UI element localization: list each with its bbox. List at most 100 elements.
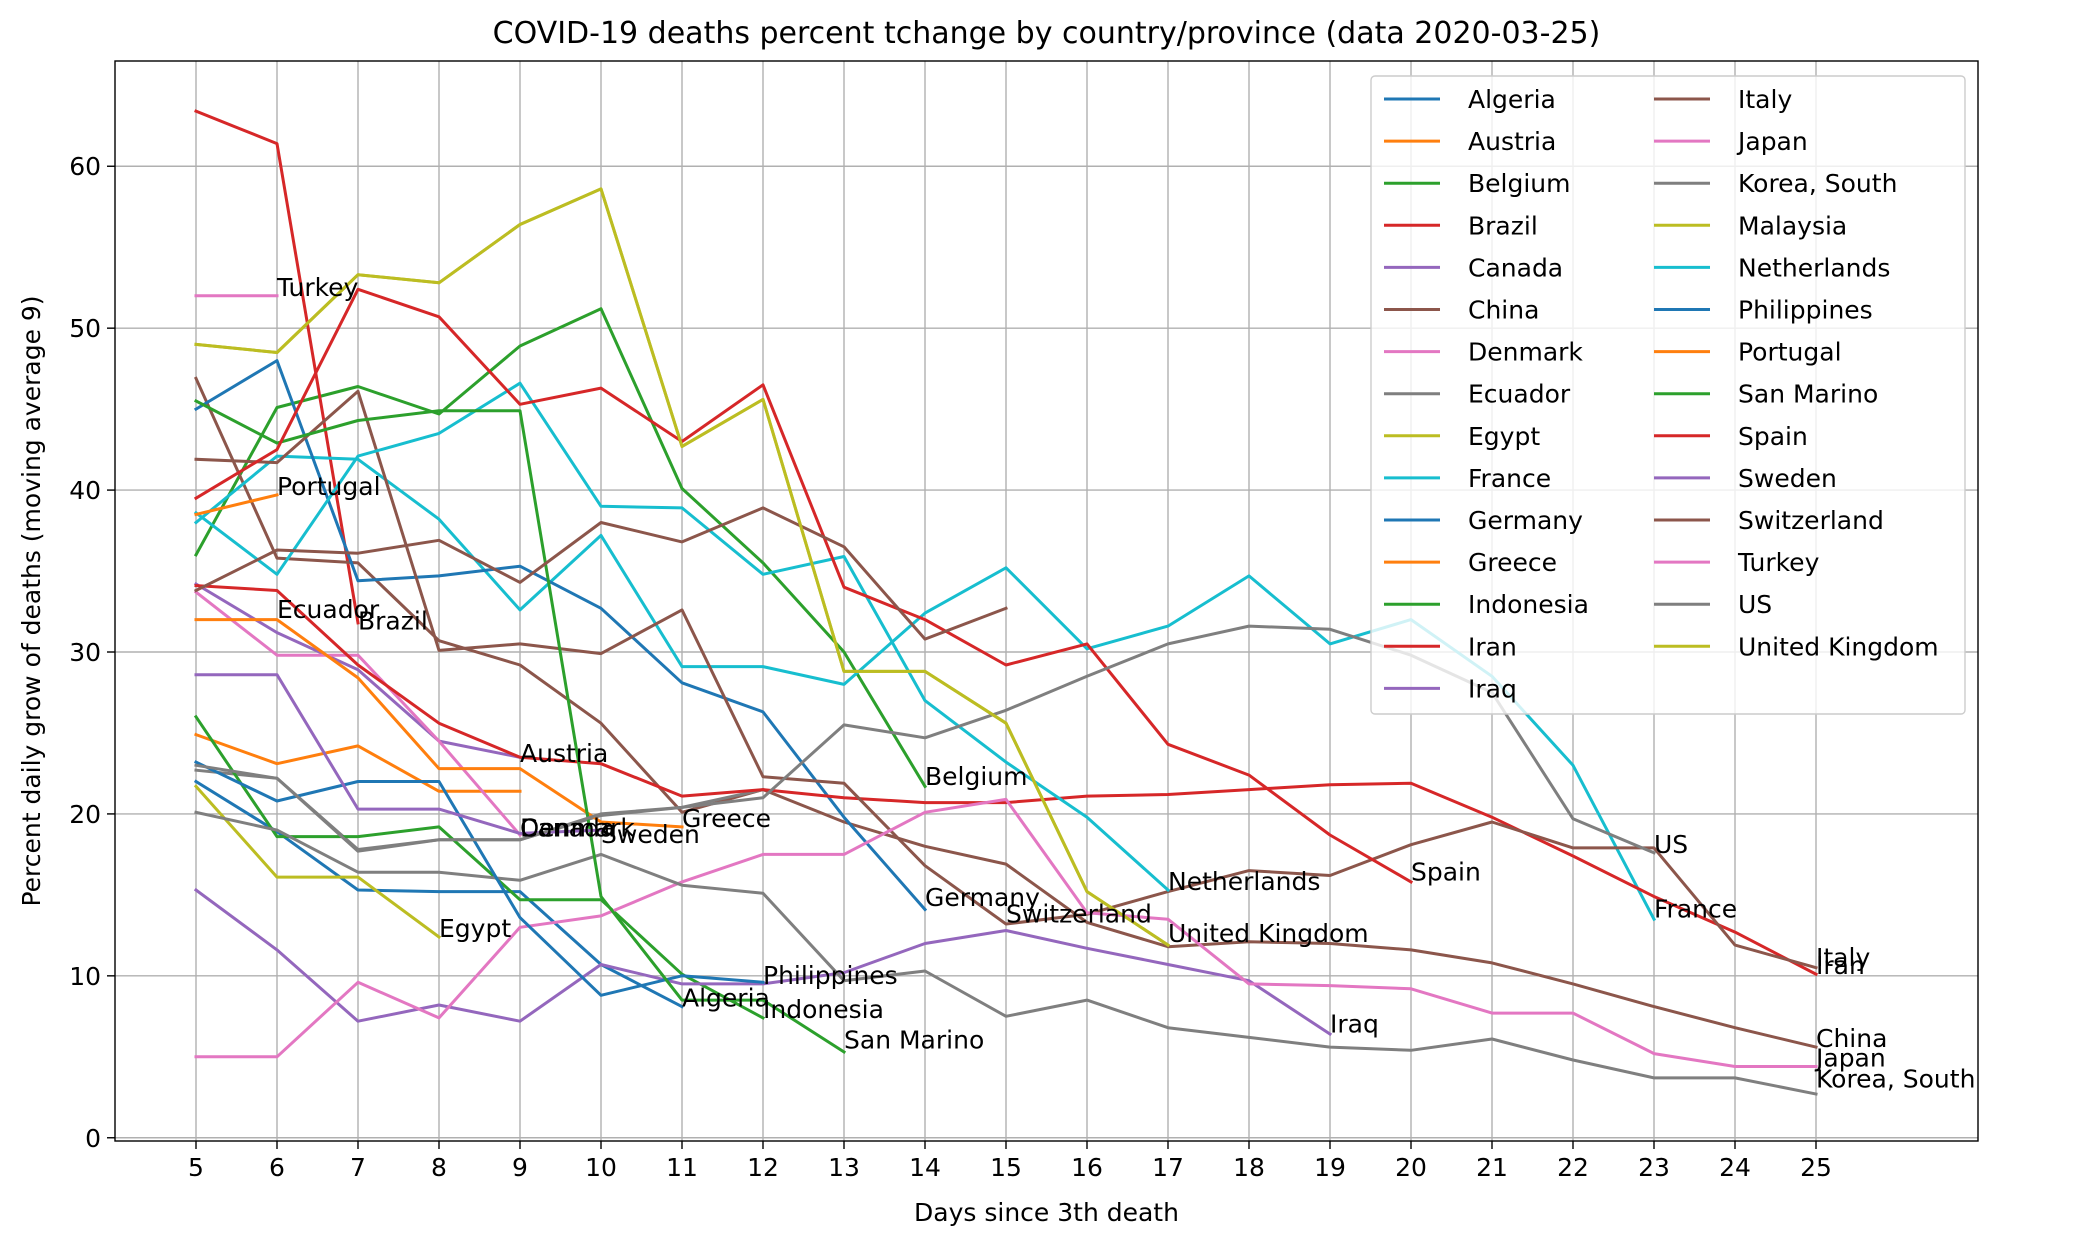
legend-label: Belgium xyxy=(1468,169,1571,198)
legend-label: Brazil xyxy=(1468,211,1538,240)
legend-label: Iran xyxy=(1468,632,1517,661)
series-line xyxy=(193,398,847,1054)
legend-label: Greece xyxy=(1468,548,1557,577)
line-label: Algeria xyxy=(682,984,770,1013)
y-axis-label: Percent daily grow of deaths (moving ave… xyxy=(17,295,46,906)
series-line xyxy=(193,307,928,789)
x-tick-label: 13 xyxy=(828,1153,860,1182)
series-line xyxy=(194,389,1818,970)
y-tick-label: 20 xyxy=(69,800,101,829)
line-label: San Marino xyxy=(844,1026,984,1055)
x-tick-label: 11 xyxy=(666,1153,698,1182)
line-label: Germany xyxy=(925,883,1040,912)
legend-label: US xyxy=(1738,590,1772,619)
x-tick-label: 10 xyxy=(585,1153,617,1182)
series-line xyxy=(193,760,765,997)
series-line xyxy=(193,589,523,838)
line-label: Italy xyxy=(1816,943,1870,972)
series-line xyxy=(194,797,1818,1068)
x-tick-label: 18 xyxy=(1233,1153,1265,1182)
line-label: Austria xyxy=(520,739,608,768)
series-line xyxy=(194,187,1171,948)
legend-label: Indonesia xyxy=(1468,590,1589,619)
legend-label: Egypt xyxy=(1468,422,1540,451)
line-label: US xyxy=(1654,830,1688,859)
series-line xyxy=(193,581,522,760)
legend: Algeria Austria Belgium Brazil Canada China De… xyxy=(1370,75,1966,715)
x-tick-label: 9 xyxy=(512,1153,528,1182)
x-tick-label: 22 xyxy=(1557,1153,1589,1182)
x-axis-label: Days since 3th death xyxy=(914,1198,1179,1227)
line-label: Spain xyxy=(1411,857,1481,886)
series-line xyxy=(193,287,1414,884)
legend-label: Germany xyxy=(1468,506,1583,535)
legend-label: Turkey xyxy=(1737,548,1820,577)
y-tick-label: 0 xyxy=(85,1124,101,1153)
line-label: Egypt xyxy=(439,914,511,943)
line-label: Switzerland xyxy=(1006,899,1152,928)
legend-label: Korea, South xyxy=(1738,169,1897,198)
line-label: Philippines xyxy=(763,961,898,990)
legend-label: Portugal xyxy=(1738,338,1842,367)
plot-frame xyxy=(114,60,1979,1142)
legend-label: Switzerland xyxy=(1738,506,1884,535)
legend-label: Malaysia xyxy=(1738,211,1847,240)
x-tick-label: 7 xyxy=(350,1153,366,1182)
line-label: United Kingdom xyxy=(1168,919,1369,948)
axis-ticks: 5 6 7 8 9 10 11 12 13 14 15 16 17 18 19 20 21 22 23 24 25 0 10… xyxy=(69,152,1832,1182)
series-line xyxy=(194,673,603,835)
legend-label: Austria xyxy=(1468,127,1556,156)
line-label: France xyxy=(1654,895,1737,924)
line-label: Belgium xyxy=(925,762,1028,791)
line-label: China xyxy=(1816,1024,1887,1053)
legend-label: Denmark xyxy=(1468,338,1583,367)
line-label: Ecuador xyxy=(277,595,380,624)
legend-label: Canada xyxy=(1468,253,1563,282)
series-line xyxy=(193,359,928,912)
line-label: Iran xyxy=(1816,951,1865,980)
line-label: Denmark xyxy=(520,814,635,843)
line-label: Iraq xyxy=(1330,1010,1379,1039)
y-tick-label: 50 xyxy=(69,314,101,343)
y-tick-label: 40 xyxy=(69,476,101,505)
series-line xyxy=(193,784,442,940)
x-tick-label: 8 xyxy=(431,1153,447,1182)
x-tick-label: 24 xyxy=(1719,1153,1751,1182)
line-label: Korea, South xyxy=(1816,1065,1975,1094)
series-line xyxy=(193,887,1333,1037)
x-tick-label: 16 xyxy=(1071,1153,1103,1182)
x-tick-label: 20 xyxy=(1395,1153,1427,1182)
x-tick-label: 14 xyxy=(909,1153,941,1182)
legend-label: Spain xyxy=(1738,422,1808,451)
x-tick-label: 15 xyxy=(990,1153,1022,1182)
line-end-annotations: TurkeyPortugalEcuadorBrazilAustriaCanada… xyxy=(276,273,1975,1094)
x-tick-label: 17 xyxy=(1152,1153,1184,1182)
legend-label: Iraq xyxy=(1468,674,1517,703)
legend-label: Netherlands xyxy=(1738,253,1890,282)
chart-title: COVID-19 deaths percent tchange by count… xyxy=(493,16,1601,51)
x-tick-label: 19 xyxy=(1314,1153,1346,1182)
line-label: Japan xyxy=(1814,1044,1886,1073)
legend-label: United Kingdom xyxy=(1738,632,1939,661)
x-tick-label: 25 xyxy=(1800,1153,1832,1182)
line-label: Portugal xyxy=(277,472,381,501)
x-tick-label: 12 xyxy=(747,1153,779,1182)
legend-label: Sweden xyxy=(1738,464,1837,493)
x-tick-label: 6 xyxy=(269,1153,285,1182)
x-tick-label: 23 xyxy=(1638,1153,1670,1182)
legend-label: China xyxy=(1468,296,1539,325)
series-line xyxy=(193,381,1171,893)
series-line xyxy=(194,493,279,517)
y-tick-label: 10 xyxy=(69,962,101,991)
series-line xyxy=(194,109,360,625)
y-tick-label: 30 xyxy=(69,638,101,667)
x-tick-label: 5 xyxy=(188,1153,204,1182)
series-line xyxy=(194,732,522,793)
series-line xyxy=(193,506,1008,641)
series-line xyxy=(194,618,684,829)
legend-label: Ecuador xyxy=(1468,380,1571,409)
line-label: Sweden xyxy=(601,820,700,849)
line-label: Greece xyxy=(682,804,771,833)
line-label: Canada xyxy=(520,814,615,843)
